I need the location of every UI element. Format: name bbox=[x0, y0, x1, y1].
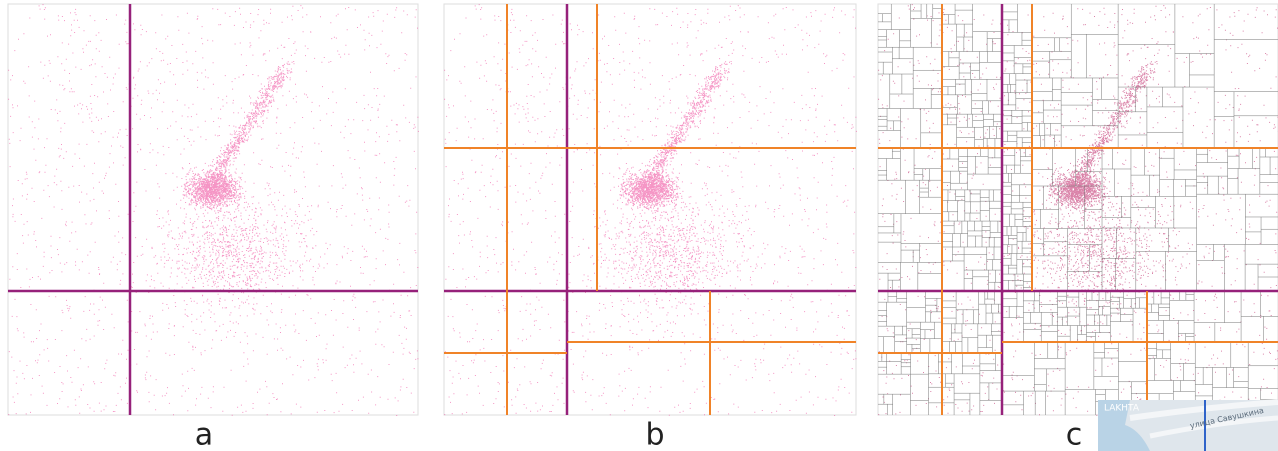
map-inset: LAKHTA улица Савушкина bbox=[1098, 400, 1278, 451]
panel-label: a bbox=[195, 418, 213, 451]
panel-frame bbox=[8, 4, 418, 415]
panels bbox=[8, 4, 1278, 416]
figure: a b c LAKHTA улица Савушкина bbox=[0, 0, 1278, 451]
figure-canvas: a b c LAKHTA улица Савушкина bbox=[0, 0, 1278, 451]
map-district: LAKHTA bbox=[1104, 404, 1140, 414]
panel-label: c bbox=[1066, 418, 1083, 451]
panel-label: b bbox=[645, 418, 664, 451]
